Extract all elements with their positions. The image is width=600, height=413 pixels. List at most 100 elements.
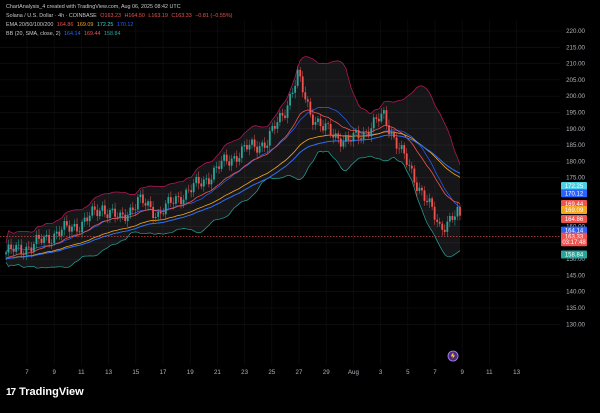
candle <box>276 116 279 134</box>
candle <box>12 244 15 257</box>
bollinger-bands <box>5 56 461 269</box>
candle <box>370 122 373 142</box>
candle <box>147 199 149 212</box>
grid <box>0 20 560 365</box>
svg-text:164.14: 164.14 <box>565 229 584 235</box>
candle <box>304 86 307 103</box>
time-tick-label: 11 <box>78 369 85 376</box>
candle <box>116 212 119 221</box>
tradingview-logo[interactable]: 17 TradingView <box>6 386 84 398</box>
symbol-label[interactable]: Solana / U.S. Dollar · 4h · COINBASE <box>6 13 97 19</box>
candle <box>403 142 406 160</box>
time-tick-label: 27 <box>296 369 303 376</box>
candle <box>223 152 226 167</box>
candle <box>263 137 266 152</box>
candle <box>124 208 127 224</box>
candle <box>45 229 48 241</box>
time-tick-label: 17 <box>160 369 167 376</box>
candle <box>243 140 246 152</box>
candle <box>294 80 297 99</box>
bb-legend[interactable]: BB (20, SMA, close, 2) 164.14 169.44 158… <box>6 30 234 39</box>
candle <box>220 156 223 172</box>
time-tick-label: 25 <box>268 369 275 376</box>
candle <box>185 187 187 206</box>
candle <box>154 212 157 223</box>
brand-name: TradingView <box>19 386 84 398</box>
candle <box>347 131 350 144</box>
candle <box>291 87 294 98</box>
candle <box>139 190 142 203</box>
candle <box>301 71 304 98</box>
price-tick-label: 205.00 <box>566 77 585 84</box>
candle <box>86 211 89 225</box>
candle <box>344 131 347 148</box>
candle <box>200 177 203 190</box>
price-tick-label: 150.00 <box>566 256 585 263</box>
price-axis-label: 169.09 <box>561 206 587 214</box>
candle <box>423 186 426 206</box>
candle <box>456 201 459 221</box>
price-tick-label: 200.00 <box>566 93 585 100</box>
time-tick-label: 3 <box>379 369 383 376</box>
candle <box>337 130 340 144</box>
time-tick-label: 13 <box>513 369 520 376</box>
time-tick-label: 23 <box>241 369 248 376</box>
candle <box>258 141 261 155</box>
price-axis-label: 172.25 <box>561 182 587 190</box>
time-tick-label: 9 <box>460 369 464 376</box>
time-tick-label: 9 <box>52 369 56 376</box>
price-tick-label: 175.00 <box>566 175 585 182</box>
candle <box>421 185 423 196</box>
candle <box>268 127 271 152</box>
header-title-line: ChartAnalysis_4 created with TradingView… <box>6 4 181 10</box>
candle <box>213 165 215 183</box>
candle <box>443 224 446 236</box>
svg-text:164.86: 164.86 <box>565 217 584 223</box>
candle <box>83 212 86 227</box>
candle <box>350 134 352 147</box>
candle <box>114 202 116 223</box>
candle <box>7 239 10 256</box>
ema50-value: 169.09 <box>76 22 94 28</box>
svg-text:169.09: 169.09 <box>565 208 584 214</box>
time-tick-label: 13 <box>105 369 112 376</box>
candle <box>405 148 408 168</box>
candle <box>372 113 375 133</box>
candle <box>375 114 378 124</box>
candle <box>261 139 264 152</box>
bb-lower-line <box>5 150 461 269</box>
candle <box>388 119 390 139</box>
candle <box>60 226 63 241</box>
candle <box>22 250 25 260</box>
candle <box>58 226 61 241</box>
candle <box>426 194 428 206</box>
ema-legend[interactable]: EMA 20/50/100/200 164.86 169.09 172.25 1… <box>6 21 234 30</box>
candle <box>284 109 286 121</box>
ohlc-low: L163.19 <box>148 13 168 19</box>
tradingview-logo-icon: 17 <box>6 386 16 398</box>
candle <box>50 239 53 249</box>
ema200-value: 170.12 <box>116 22 134 28</box>
candle <box>377 113 380 128</box>
price-tick-label: 210.00 <box>566 61 585 68</box>
time-tick-label: 7 <box>433 369 437 376</box>
candle <box>180 191 182 209</box>
chart-header: ChartAnalysis_4 created with TradingView… <box>6 3 234 39</box>
candle <box>215 161 218 173</box>
candle <box>190 184 193 198</box>
candle <box>365 128 368 138</box>
candle <box>76 218 78 238</box>
candle <box>395 132 398 155</box>
candle <box>413 165 416 186</box>
price-tick-label: 185.00 <box>566 142 585 149</box>
candle <box>149 196 152 210</box>
candle <box>93 200 96 216</box>
candle <box>177 191 180 203</box>
candle <box>253 134 256 152</box>
bb-lower-value: 158.84 <box>104 31 121 37</box>
price-axis-label: 158.84 <box>561 250 587 259</box>
candle <box>78 226 81 235</box>
candle <box>169 191 172 207</box>
